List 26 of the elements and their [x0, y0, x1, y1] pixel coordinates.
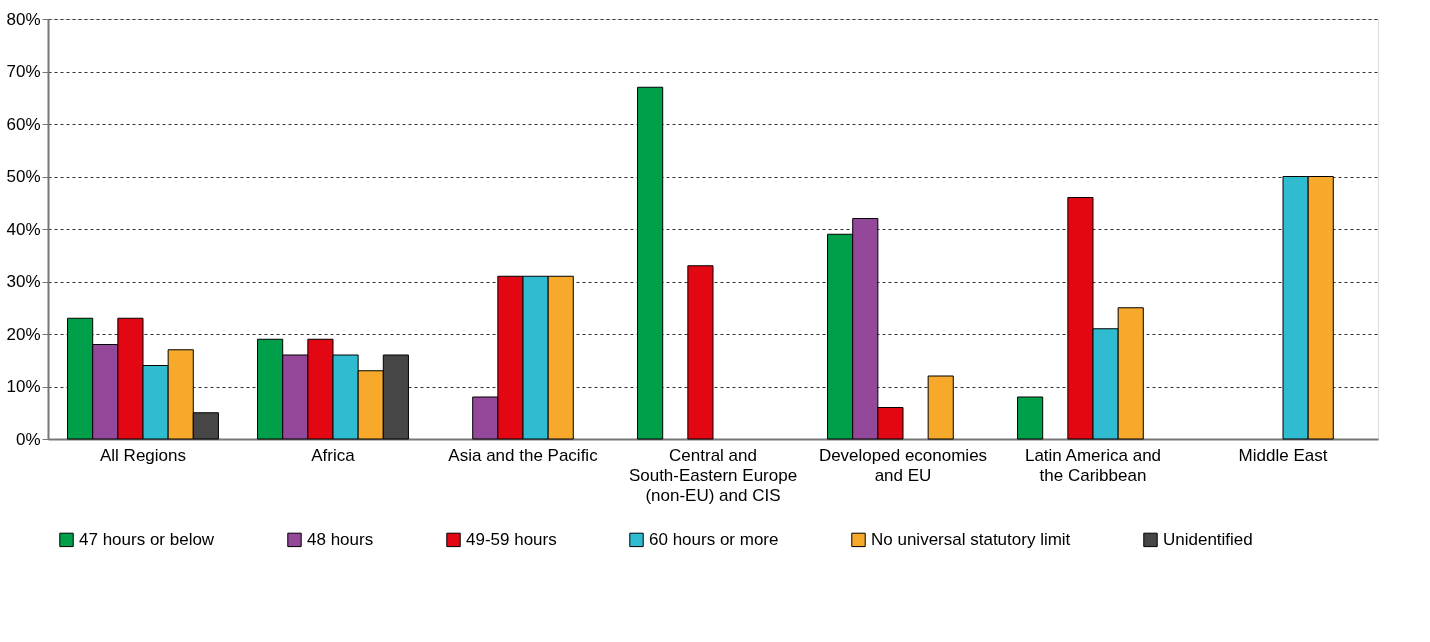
x-tick-label: Middle East [1238, 445, 1328, 465]
y-tick-label: 40% [6, 219, 41, 239]
bar [1017, 396, 1044, 440]
x-tick-label: Africa [311, 445, 356, 465]
y-tick-label: 50% [6, 167, 41, 186]
y-tick-label: 10% [6, 377, 41, 396]
y-tick-label: 60% [6, 114, 41, 134]
y-tick-label: 0% [15, 429, 41, 449]
bar [637, 86, 664, 440]
bar [687, 265, 714, 440]
legend-label: 60 hours or more [649, 529, 779, 549]
legend-label: 47 hours or below [79, 529, 215, 549]
x-tick-label: Central and South-Eastern Europe (non-EU) and CIS [628, 445, 798, 505]
y-tick-label: 80% [6, 9, 41, 29]
y-tick-label: 20% [6, 324, 41, 344]
bar [927, 375, 954, 440]
y-tick-label: 30% [6, 272, 41, 291]
legend-label: 48 hours [307, 529, 374, 549]
legend-label: No universal statutory limit [871, 529, 1071, 549]
x-tick-label: All Regions [100, 445, 186, 465]
legend-label: Unidentified [1163, 529, 1253, 549]
x-tick-label: Asia and the Pacific [448, 445, 599, 465]
y-tick-label: 70% [6, 62, 41, 81]
x-tick-label: Developed economies and EU [818, 445, 988, 485]
x-tick-label: Latin America and the Caribbean [1024, 445, 1162, 485]
legend-label: 49-59 hours [466, 529, 557, 549]
